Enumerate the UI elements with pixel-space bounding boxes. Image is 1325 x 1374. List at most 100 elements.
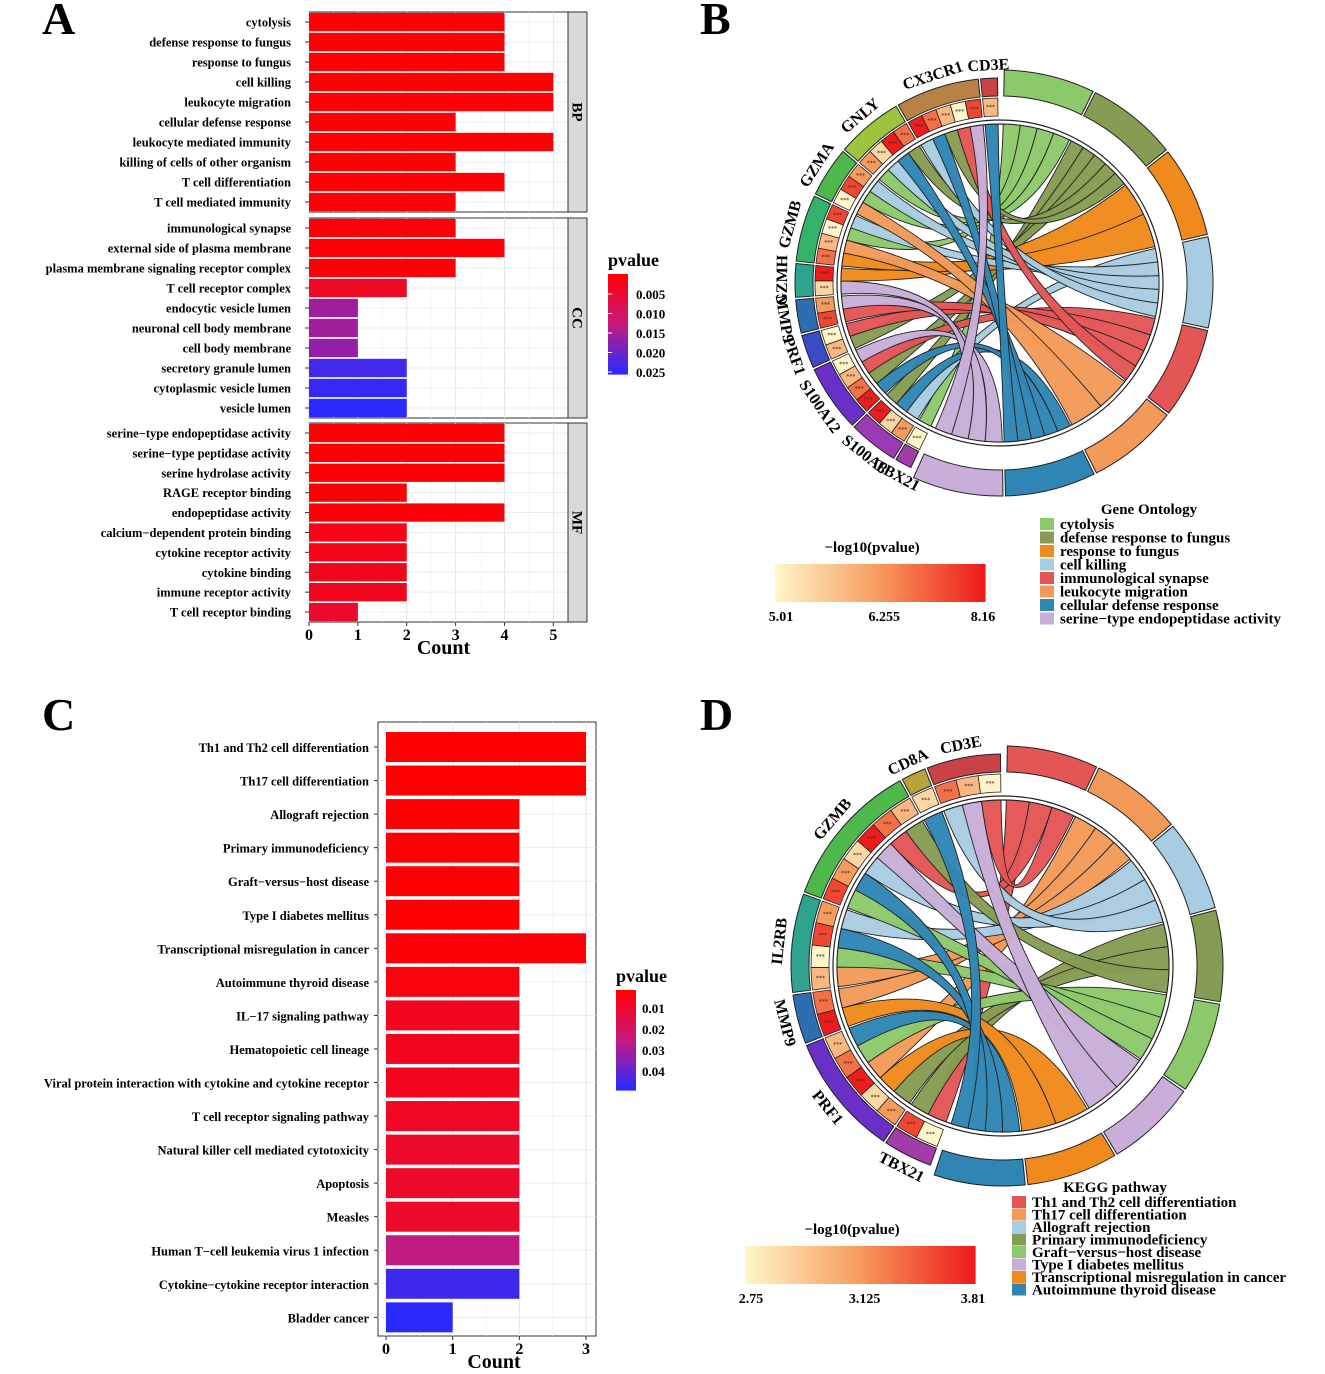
colorbar-swatch <box>971 564 976 602</box>
heat-cell <box>982 97 999 118</box>
bar <box>386 1302 453 1333</box>
legend-swatch <box>608 324 628 327</box>
colorbar-tick-label: 3.81 <box>961 1292 986 1307</box>
colorbar-swatch <box>799 564 804 602</box>
legend-entry: Th1 and Th2 cell differentiation <box>1032 1195 1237 1211</box>
legend-tick-label: 0.02 <box>642 1022 665 1037</box>
colorbar-swatch <box>813 564 818 602</box>
legend-tick-label: 0.04 <box>642 1064 665 1079</box>
legend-entry: Primary immunodeficiency <box>1032 1233 1208 1249</box>
x-tick-label: 2 <box>403 627 411 644</box>
term-arc <box>933 1149 1026 1187</box>
colorbar-swatch <box>936 564 941 602</box>
legend-swatch <box>608 304 628 307</box>
colorbar-swatch <box>837 1246 842 1284</box>
x-tick-label: 1 <box>354 627 362 644</box>
legend-entry: Allograft rejection <box>1032 1220 1151 1236</box>
chord-ribbon <box>854 872 988 1132</box>
colorbar-swatch <box>957 564 962 602</box>
significance-mark: *** <box>823 911 832 918</box>
significance-mark: *** <box>888 140 897 147</box>
legend-swatch <box>616 1086 636 1089</box>
legend-swatch <box>608 308 628 311</box>
bar-label: killing of cells of other organism <box>119 156 291 170</box>
legend-swatch <box>608 282 628 285</box>
gene-arc <box>897 78 981 122</box>
legend-swatch <box>616 1032 636 1035</box>
colorbar-swatch <box>862 564 867 602</box>
bar <box>386 1201 520 1232</box>
legend-swatch <box>616 998 636 1001</box>
colorbar-swatch <box>814 1246 819 1284</box>
heat-cell <box>826 204 850 226</box>
legend-swatch <box>616 1040 636 1043</box>
colorbar-swatch <box>748 1246 754 1284</box>
heat-cell <box>831 353 856 376</box>
legend-swatch <box>608 332 628 335</box>
colorbar-swatch <box>890 564 895 602</box>
bar-label: Allograft rejection <box>270 808 369 822</box>
bar-label: Graft−versus−host disease <box>228 875 369 889</box>
legend-swatch <box>616 1060 636 1063</box>
colorbar-swatch <box>902 1246 907 1284</box>
colorbar-swatch <box>845 564 850 602</box>
colorbar-swatch <box>806 564 811 602</box>
facet-cc: immunological synapse external side of pl… <box>46 217 588 419</box>
legend-swatch <box>608 366 628 369</box>
legend-swatch <box>608 338 628 341</box>
legend-swatch <box>616 1088 636 1091</box>
legend-swatch <box>1040 599 1054 611</box>
legend-entry: response to fungus <box>1060 544 1179 560</box>
colorbar-swatch <box>953 564 958 602</box>
colorbar-swatch <box>802 1246 807 1284</box>
panel-label-d: D <box>700 689 733 740</box>
significance-mark: *** <box>915 124 924 131</box>
legend-swatch <box>616 1020 636 1023</box>
legend-entry: immunological synapse <box>1060 571 1209 587</box>
bar-label: Viral protein interaction with cytokine … <box>44 1077 370 1091</box>
bar <box>309 32 505 52</box>
legend-swatch <box>616 1070 636 1073</box>
legend-entry: Type I diabetes mellitus <box>1032 1258 1184 1274</box>
panel-c: C Th1 and Th2 cell differentiation Th17 ce… <box>42 689 667 1373</box>
bar-label: response to fungus <box>192 56 291 70</box>
legend-swatch <box>1012 1283 1026 1296</box>
legend-swatch <box>616 1082 636 1085</box>
bar <box>309 112 456 132</box>
bar-label: Apoptosis <box>316 1177 369 1191</box>
colorbar-swatch <box>779 1246 784 1284</box>
bar-label: RAGE receptor binding <box>163 486 292 500</box>
colorbar-swatch <box>915 564 920 602</box>
colorbar-swatch <box>824 564 829 602</box>
bar-label: Primary immunodeficiency <box>223 842 370 856</box>
bar-label: calcium−dependent protein binding <box>101 526 292 540</box>
bar <box>386 1168 520 1199</box>
legend-title: pvalue <box>608 250 659 270</box>
significance-mark: *** <box>867 160 876 167</box>
significance-mark: *** <box>955 109 964 116</box>
bar <box>386 1101 520 1132</box>
legend-swatch <box>1012 1271 1026 1283</box>
bar-label: endopeptidase activity <box>172 506 292 520</box>
colorbar-swatch <box>798 1246 804 1284</box>
legend-swatch <box>608 354 628 357</box>
significance-mark: *** <box>867 836 876 843</box>
legend-swatch <box>608 276 628 279</box>
colorbar-swatch <box>978 564 983 602</box>
colorbar-swatch <box>940 1246 945 1284</box>
legend-swatch <box>608 310 628 313</box>
gene-arc <box>790 893 822 994</box>
bar-label: cytolysis <box>246 16 291 30</box>
bar-label: leukocyte migration <box>184 96 291 110</box>
significance-mark: *** <box>846 374 855 381</box>
bar <box>309 338 358 358</box>
significance-mark: *** <box>821 254 830 261</box>
significance-mark: *** <box>900 809 909 816</box>
legend-swatch <box>608 314 628 317</box>
chord-ribbon <box>895 347 1071 432</box>
colorbar-title: −log10(pvalue) <box>824 540 919 556</box>
bar-label: Th1 and Th2 cell differentiation <box>199 741 369 755</box>
significance-mark: *** <box>856 173 865 180</box>
term-arc <box>1147 324 1209 414</box>
